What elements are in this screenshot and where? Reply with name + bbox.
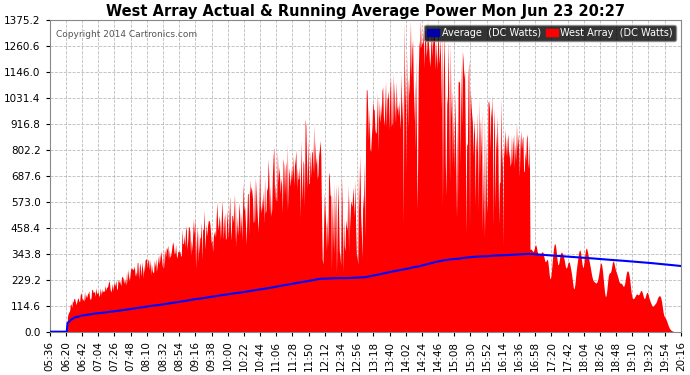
Legend: Average  (DC Watts), West Array  (DC Watts): Average (DC Watts), West Array (DC Watts… bbox=[424, 25, 676, 41]
Title: West Array Actual & Running Average Power Mon Jun 23 20:27: West Array Actual & Running Average Powe… bbox=[106, 4, 624, 19]
Text: Copyright 2014 Cartronics.com: Copyright 2014 Cartronics.com bbox=[56, 30, 197, 39]
